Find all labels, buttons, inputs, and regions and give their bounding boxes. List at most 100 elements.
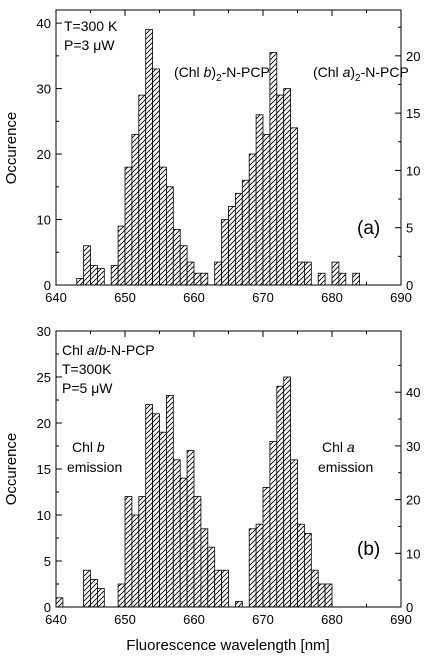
histogram-bar (131, 134, 140, 286)
y-left-tick-label: 20 (37, 147, 51, 162)
histogram-bar (83, 569, 91, 608)
x-tick-label: 690 (390, 612, 412, 627)
x-tick-label: 680 (321, 290, 343, 305)
histogram-bar (83, 245, 91, 286)
histogram-bar (124, 166, 133, 286)
histogram-bar (200, 272, 209, 286)
histogram-bar (117, 225, 126, 286)
x-tick-label: 640 (45, 612, 67, 627)
histogram-bar (97, 268, 105, 286)
y-left-tick-label: 5 (44, 554, 51, 569)
histogram-bar (228, 206, 236, 286)
histogram-bar (186, 450, 195, 608)
y-right-tick-label: 10 (406, 546, 420, 561)
x-tick-label: 660 (183, 612, 205, 627)
y-right-tick-label: 15 (406, 106, 420, 121)
histogram-bar (234, 601, 243, 608)
x-tick-label: 640 (45, 290, 67, 305)
panel-b-series-b-label: Chl b (72, 439, 105, 455)
histogram-bar (241, 179, 250, 286)
histogram-bar (110, 264, 119, 286)
panel-b-series-a-label-2: emission (318, 459, 373, 475)
histogram-bar (283, 88, 292, 286)
x-tick-label: 650 (114, 290, 136, 305)
histogram-bar (193, 272, 202, 286)
y-right-tick-label: 5 (406, 221, 413, 236)
histogram-bar (207, 546, 216, 608)
histogram-bar (76, 278, 84, 286)
histogram-bar (152, 68, 160, 286)
y-left-tick-label: 15 (37, 462, 51, 477)
histogram-bar (179, 245, 188, 286)
histogram-bar (297, 261, 305, 286)
histogram-bar (283, 376, 292, 608)
y-left-tick-label: 25 (37, 370, 51, 385)
histogram-bar (117, 583, 126, 608)
x-tick-label: 680 (321, 612, 343, 627)
panel-a-tag: (a) (357, 218, 380, 239)
y-right-tick-label: 30 (406, 439, 420, 454)
panel-a-series-b-label: (Chl b)2-N-PCP (174, 64, 270, 84)
y-left-tick-label: 30 (37, 82, 51, 97)
histogram-bar (317, 583, 326, 608)
x-tick-label: 650 (114, 612, 136, 627)
histogram-bar (221, 569, 229, 608)
histogram-bar (310, 569, 319, 608)
x-tick-label: 670 (252, 612, 274, 627)
y-right-tick-label: 0 (406, 600, 413, 615)
panel-b-ylabel: Occurence (3, 433, 20, 506)
histogram-bar (172, 228, 181, 286)
y-left-tick-label: 20 (37, 416, 51, 431)
histogram-bar (214, 261, 222, 286)
histogram-bar (145, 29, 153, 286)
histogram-bar (290, 127, 298, 286)
histogram-bar (262, 486, 271, 608)
panel-a-condition-2: P=3 μW (64, 37, 115, 53)
histogram-bar (317, 272, 326, 286)
y-left-tick-label: 0 (44, 600, 51, 615)
histogram-bar (193, 496, 202, 608)
panel-b-condition-3: P=5 μW (62, 380, 113, 396)
histogram-bar (90, 579, 98, 608)
x-tick-label: 670 (252, 290, 274, 305)
histogram-bar (221, 219, 229, 286)
histogram-bar (331, 261, 340, 286)
histogram-bar (172, 459, 181, 608)
x-tick-label: 690 (390, 290, 412, 305)
panel-a-bars (76, 29, 361, 286)
histogram-bar (145, 404, 153, 608)
histogram-bar (297, 523, 305, 608)
y-right-tick-label: 20 (406, 49, 420, 64)
histogram-bar (138, 496, 147, 608)
histogram-bar (255, 114, 264, 286)
histogram-bar (138, 94, 147, 286)
histogram-bar (255, 523, 264, 608)
x-tick-label: 660 (183, 290, 205, 305)
histogram-bar (165, 186, 174, 286)
histogram-bar (269, 440, 278, 608)
panel-a-series-a-label: (Chl a)2-N-PCP (313, 64, 409, 84)
panel-b-condition-1: Chl a/b-N-PCP (62, 342, 155, 358)
histogram-bar (200, 528, 209, 608)
panel-a-condition-1: T=300 K (64, 18, 118, 34)
panel-b: 640 650 660 670 680 690051015202530010203040 … (3, 324, 420, 627)
histogram-bar (303, 533, 312, 608)
histogram-bar (55, 597, 64, 608)
panel-b-condition-2: T=300K (62, 361, 112, 377)
panel-b-series-b-label-2: emission (67, 459, 122, 475)
histogram-bar (248, 528, 257, 608)
panel-a-ylabel: Occurence (3, 112, 20, 185)
histogram-bar (165, 394, 174, 608)
histogram-bar (186, 261, 195, 286)
histogram-bar (248, 153, 257, 286)
histogram-bar (97, 588, 105, 608)
histogram-bar (276, 94, 285, 286)
histogram-bar (90, 264, 98, 286)
histogram-bar (179, 477, 188, 608)
y-left-tick-label: 0 (44, 278, 51, 293)
histogram-bar (159, 431, 167, 608)
